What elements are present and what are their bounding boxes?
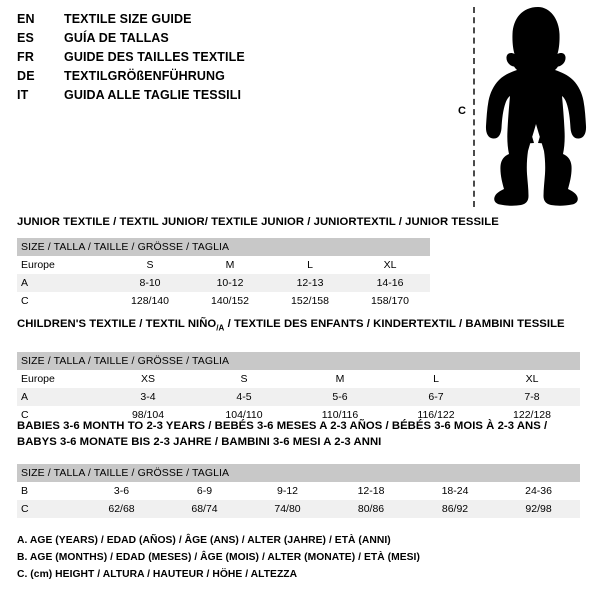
cell: 152/158: [270, 292, 350, 310]
language-title: GUIDA ALLE TAGLIE TESSILI: [64, 88, 242, 102]
child-silhouette-icon: [485, 7, 587, 206]
cell: 10-12: [190, 274, 270, 292]
row-label: Europe: [17, 256, 110, 274]
cell: 14-16: [350, 274, 431, 292]
language-row: DE TEXTILGRÖßENFÜHRUNG: [17, 67, 317, 86]
row-label: A: [17, 274, 110, 292]
table-children-textile: SIZE / TALLA / TAILLE / GRÖSSE / TAGLIA …: [17, 352, 580, 424]
table-row-band-header: SIZE / TALLA / TAILLE / GRÖSSE / TAGLIA: [17, 352, 580, 370]
cell: 122/128: [484, 406, 580, 424]
cell: 98/104: [100, 406, 196, 424]
table-row: A 3-4 4-5 5-6 6-7 7-8: [17, 388, 580, 406]
cell: 128/140: [110, 292, 190, 310]
cell: 110/116: [292, 406, 388, 424]
cell: 7-8: [484, 388, 580, 406]
language-code: DE: [17, 69, 35, 83]
language-row: IT GUIDA ALLE TAGLIE TESSILI: [17, 86, 317, 105]
dashed-height-line-icon: [473, 7, 475, 207]
cell: 6-7: [388, 388, 484, 406]
cell: 9-12: [246, 482, 329, 500]
table-junior-textile: SIZE / TALLA / TAILLE / GRÖSSE / TAGLIA …: [17, 238, 431, 310]
footnote-a: A. AGE (YEARS) / EDAD (AÑOS) / ÂGE (ANS)…: [17, 535, 391, 546]
cell: 62/68: [80, 500, 163, 518]
row-label: Europe: [17, 370, 100, 388]
cell: 3-6: [80, 482, 163, 500]
cell: 4-5: [196, 388, 292, 406]
cell: 140/152: [190, 292, 270, 310]
cell: 12-13: [270, 274, 350, 292]
table-row: C 128/140 140/152 152/158 158/170: [17, 292, 431, 310]
row-label: C: [17, 500, 80, 518]
language-title: GUÍA DE TALLAS: [64, 31, 169, 45]
cell: 3-4: [100, 388, 196, 406]
cell: 18-24: [413, 482, 497, 500]
language-code: EN: [17, 12, 35, 26]
table-row: C 98/104 104/110 110/116 116/122 122/128: [17, 406, 580, 424]
band-header-text: SIZE / TALLA / TAILLE / GRÖSSE / TAGLIA: [21, 355, 230, 367]
section-heading-children: CHILDREN'S TEXTILE / TEXTIL NIÑO/A / TEX…: [17, 318, 565, 332]
height-measurement-figure: C: [440, 0, 600, 215]
cell: S: [110, 256, 190, 274]
band-header-cell: SIZE / TALLA / TAILLE / GRÖSSE / TAGLIA: [17, 238, 431, 256]
cell: 74/80: [246, 500, 329, 518]
table-babies-textile: SIZE / TALLA / TAILLE / GRÖSSE / TAGLIA …: [17, 464, 581, 518]
cell: 6-9: [163, 482, 246, 500]
cell: XL: [484, 370, 580, 388]
cell: S: [196, 370, 292, 388]
band-header-cell: SIZE / TALLA / TAILLE / GRÖSSE / TAGLIA: [17, 352, 580, 370]
language-title: TEXTILGRÖßENFÜHRUNG: [64, 69, 225, 83]
cell: XS: [100, 370, 196, 388]
cell: 86/92: [413, 500, 497, 518]
row-label: C: [17, 406, 100, 424]
cell: 5-6: [292, 388, 388, 406]
measure-label-c: C: [458, 105, 466, 117]
cell: L: [270, 256, 350, 274]
row-label: A: [17, 388, 100, 406]
cell: 158/170: [350, 292, 431, 310]
section-heading-babies: BABIES 3-6 MONTH TO 2-3 YEARS / BEBÉS 3-…: [17, 418, 557, 450]
band-header-text: SIZE / TALLA / TAILLE / GRÖSSE / TAGLIA: [21, 241, 230, 253]
section-heading-children-post: / TEXTILE DES ENFANTS / KINDERTEXTIL / B…: [224, 318, 565, 330]
band-header-text: SIZE / TALLA / TAILLE / GRÖSSE / TAGLIA: [21, 467, 230, 479]
band-header-cell: SIZE / TALLA / TAILLE / GRÖSSE / TAGLIA: [17, 464, 581, 482]
table-row: C 62/68 68/74 74/80 80/86 86/92 92/98: [17, 500, 581, 518]
cell: 12-18: [329, 482, 413, 500]
language-code: FR: [17, 50, 35, 64]
section-heading-children-sub: /A: [216, 323, 225, 333]
language-row: ES GUÍA DE TALLAS: [17, 29, 317, 48]
language-title: GUIDE DES TAILLES TEXTILE: [64, 50, 245, 64]
cell: 8-10: [110, 274, 190, 292]
table-row-band-header: SIZE / TALLA / TAILLE / GRÖSSE / TAGLIA: [17, 238, 431, 256]
language-code: ES: [17, 31, 35, 45]
section-heading-babies-line1: BABIES 3-6 MONTH TO 2-3 YEARS / BEBÉS 3-…: [17, 420, 548, 432]
cell: M: [292, 370, 388, 388]
cell: 92/98: [497, 500, 581, 518]
language-row: EN TEXTILE SIZE GUIDE: [17, 10, 317, 29]
row-label: B: [17, 482, 80, 500]
cell: M: [190, 256, 270, 274]
table-row: Europe S M L XL: [17, 256, 431, 274]
row-label: C: [17, 292, 110, 310]
cell: 24-36: [497, 482, 581, 500]
cell: 116/122: [388, 406, 484, 424]
cell: 104/110: [196, 406, 292, 424]
table-row: B 3-6 6-9 9-12 12-18 18-24 24-36: [17, 482, 581, 500]
language-code: IT: [17, 88, 29, 102]
section-heading-junior: JUNIOR TEXTILE / TEXTIL JUNIOR/ TEXTILE …: [17, 216, 499, 228]
language-title: TEXTILE SIZE GUIDE: [64, 12, 192, 26]
footnote-legend: A. AGE (YEARS) / EDAD (AÑOS) / ÂGE (ANS)…: [17, 532, 577, 583]
cell: 80/86: [329, 500, 413, 518]
cell: L: [388, 370, 484, 388]
language-title-block: EN TEXTILE SIZE GUIDE ES GUÍA DE TALLAS …: [17, 10, 317, 105]
table-row: Europe XS S M L XL: [17, 370, 580, 388]
footnote-c: C. (cm) HEIGHT / ALTURA / HAUTEUR / HÖHE…: [17, 569, 298, 580]
language-row: FR GUIDE DES TAILLES TEXTILE: [17, 48, 317, 67]
table-row: A 8-10 10-12 12-13 14-16: [17, 274, 431, 292]
section-heading-children-pre: CHILDREN'S TEXTILE / TEXTIL NIÑO: [17, 318, 217, 330]
footnote-b: B. AGE (MONTHS) / EDAD (MESES) / ÂGE (MO…: [17, 552, 420, 563]
cell: XL: [350, 256, 431, 274]
cell: 68/74: [163, 500, 246, 518]
table-row-band-header: SIZE / TALLA / TAILLE / GRÖSSE / TAGLIA: [17, 464, 581, 482]
section-heading-babies-line2: BABYS 3-6 MONATE BIS 2-3 JAHRE / BAMBINI…: [17, 436, 382, 448]
